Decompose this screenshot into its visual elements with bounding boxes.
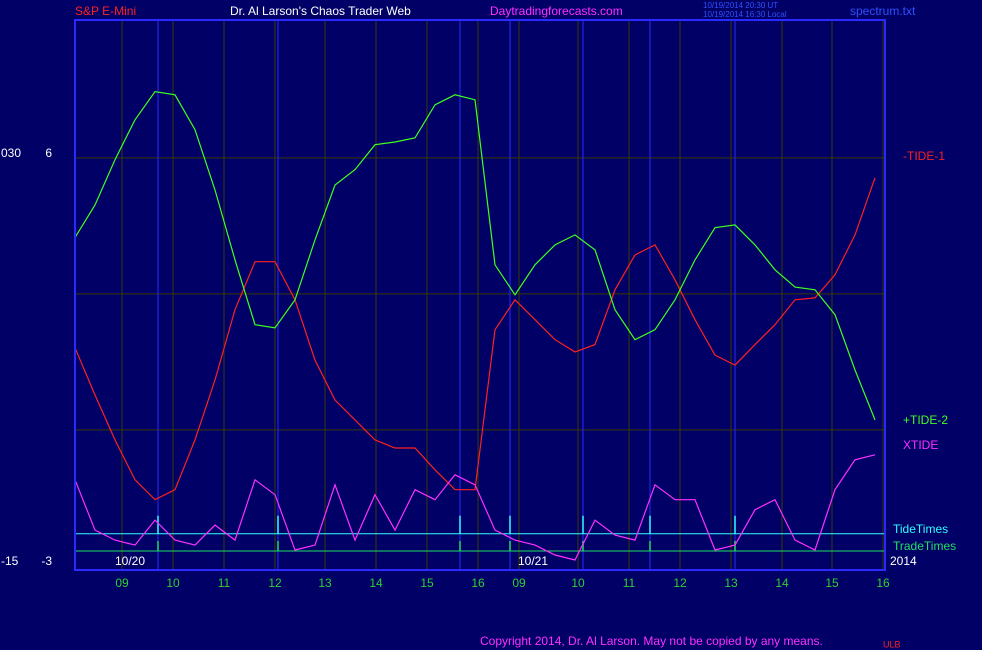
url: Daytradingforecasts.com [490, 4, 623, 18]
legend-label: TideTimes [893, 522, 948, 536]
year-label: 2014 [890, 554, 917, 568]
x-tick-label: 13 [724, 576, 738, 590]
plot-frame [74, 19, 886, 571]
x-tick-label: 12 [673, 576, 687, 590]
series-line [74, 90, 876, 421]
legend-label: -TIDE-1 [903, 149, 945, 163]
footer-mark: ULB [883, 639, 901, 649]
y-tick-label: 6 [45, 146, 52, 160]
x-tick-label: 13 [318, 576, 332, 590]
x-tick-label: 16 [471, 576, 485, 590]
y-tick-label: -3 [41, 554, 52, 568]
y2-tick-label: 030 [1, 146, 21, 160]
y2-tick-label: -15 [1, 554, 19, 568]
instrument: S&P E-Mini [75, 4, 136, 18]
copyright: Copyright 2014, Dr. Al Larson. May not b… [480, 634, 823, 648]
file-name: spectrum.txt [850, 4, 916, 18]
date-label: 10/21 [518, 554, 548, 568]
x-tick-label: 14 [369, 576, 383, 590]
site-name: Dr. Al Larson's Chaos Trader Web [230, 4, 411, 18]
x-tick-label: 11 [623, 576, 636, 590]
time-ut: 10/19/2014 20:30 UT [703, 1, 778, 10]
x-tick-label: 15 [825, 576, 839, 590]
series-line [74, 454, 876, 561]
legend-label: +TIDE-2 [903, 413, 948, 427]
x-tick-label: 09 [512, 576, 526, 590]
legend-label: TradeTimes [893, 539, 956, 553]
x-tick-label: 10 [166, 576, 180, 590]
series-line [74, 177, 876, 501]
x-tick-label: 12 [268, 576, 282, 590]
date-label: 10/20 [115, 554, 145, 568]
x-tick-label: 14 [775, 576, 789, 590]
x-tick-label: 10 [571, 576, 585, 590]
x-tick-label: 09 [115, 576, 129, 590]
time-local: 10/19/2014 16:30 Local [703, 10, 787, 19]
legend-label: XTIDE [903, 438, 938, 452]
x-tick-label: 15 [420, 576, 434, 590]
x-tick-label: 16 [876, 576, 890, 590]
x-tick-label: 11 [218, 576, 231, 590]
